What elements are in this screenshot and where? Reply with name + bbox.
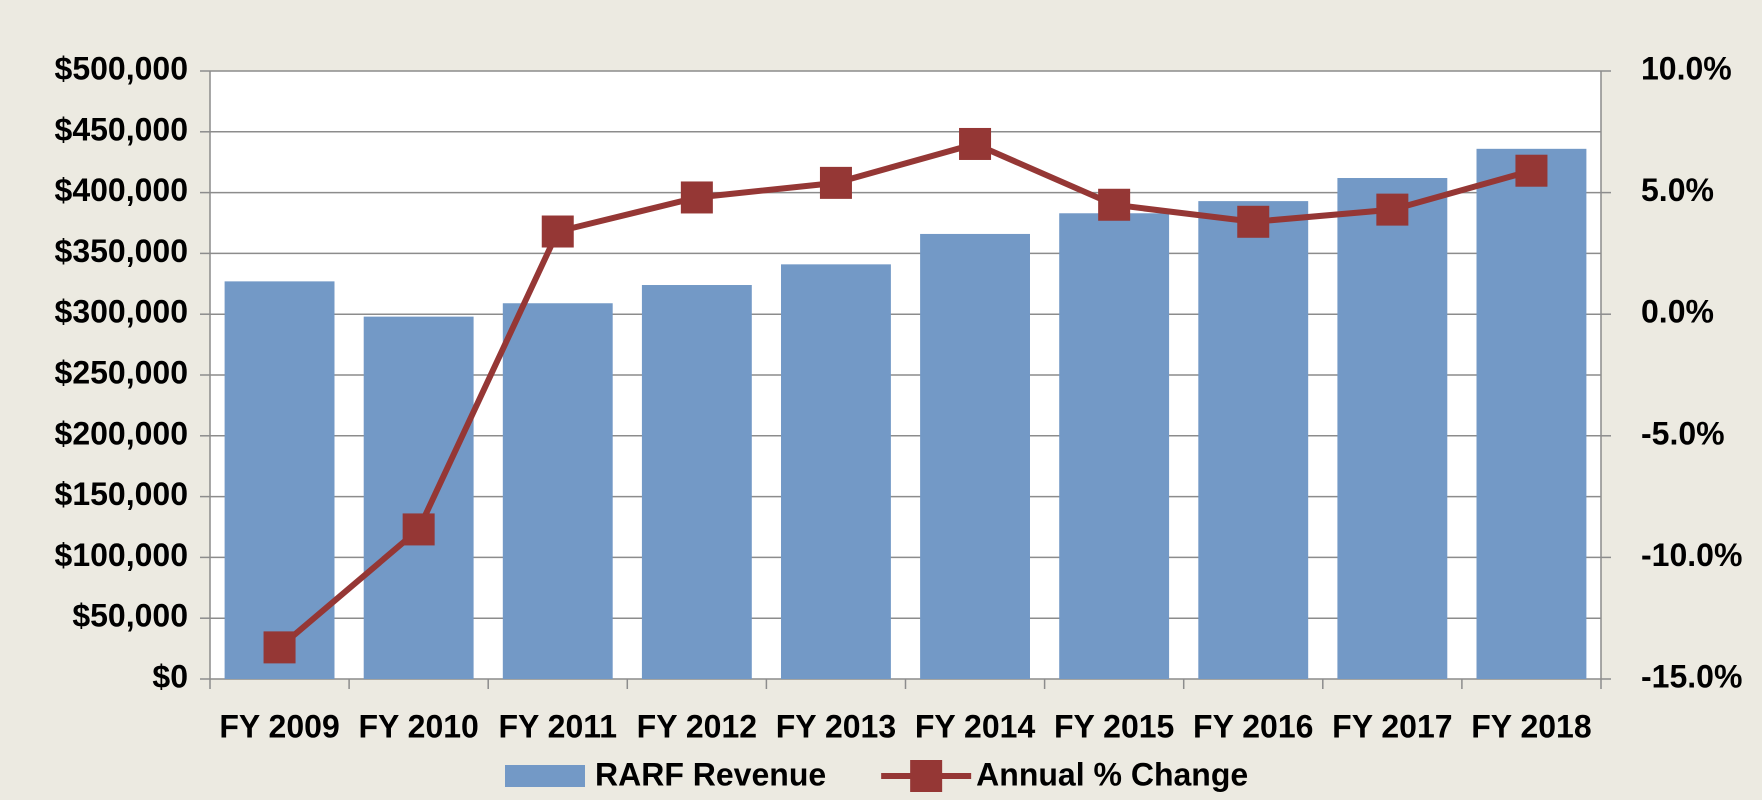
y-tick-label: $500,000 [55,50,188,86]
legend-label: Annual % Change [976,756,1248,792]
x-tick-label: FY 2012 [637,708,757,744]
x-tick-label: FY 2013 [776,708,896,744]
marker [263,631,296,664]
marker [959,127,992,160]
y-tick-label: $100,000 [55,537,188,573]
y-tick-label: $50,000 [72,598,188,634]
legend-swatch [910,760,943,792]
marker [1098,188,1131,221]
marker [1237,205,1270,238]
y-tick-label: $300,000 [55,294,188,330]
x-tick-label: FY 2015 [1054,708,1174,744]
y-tick-label: $400,000 [55,172,188,208]
y2-tick-label: -15.0% [1641,658,1742,694]
x-tick-label: FY 2017 [1332,708,1452,744]
marker [1376,193,1409,226]
bar [781,264,891,679]
y2-tick-label: 10.0% [1641,50,1732,86]
legend-label: RARF Revenue [595,756,826,792]
bar [224,281,335,679]
y-tick-label: $150,000 [55,476,188,512]
y2-tick-label: 0.0% [1641,294,1714,330]
bar [1059,213,1170,679]
marker [680,181,713,214]
y-tick-label: $350,000 [55,233,188,269]
y2-tick-label: -5.0% [1641,415,1725,451]
y-tick-label: $450,000 [55,111,188,147]
marker [819,166,852,199]
line [277,140,1533,650]
x-tick-label: FY 2011 [498,708,617,744]
bar [1198,201,1309,679]
x-tick-label: FY 2018 [1471,708,1591,744]
y-tick-label: $0 [152,658,188,694]
bar [502,303,613,679]
marker [541,215,574,248]
bar [363,316,474,679]
x-tick-label: FY 2016 [1193,708,1313,744]
legend-swatch [505,765,585,787]
x-tick-label: FY 2009 [219,708,339,744]
bar [1337,178,1448,679]
y2-tick-label: -10.0% [1641,537,1742,573]
bar [920,233,1030,679]
bar [641,285,752,679]
y2-tick-label: 5.0% [1641,172,1714,208]
marker [402,513,435,546]
x-tick-label: FY 2010 [358,708,478,744]
x-tick-label: FY 2014 [915,708,1036,744]
y-tick-label: $250,000 [55,354,188,390]
marker [1515,154,1548,187]
y-tick-label: $200,000 [55,415,188,451]
bar [1476,148,1587,680]
